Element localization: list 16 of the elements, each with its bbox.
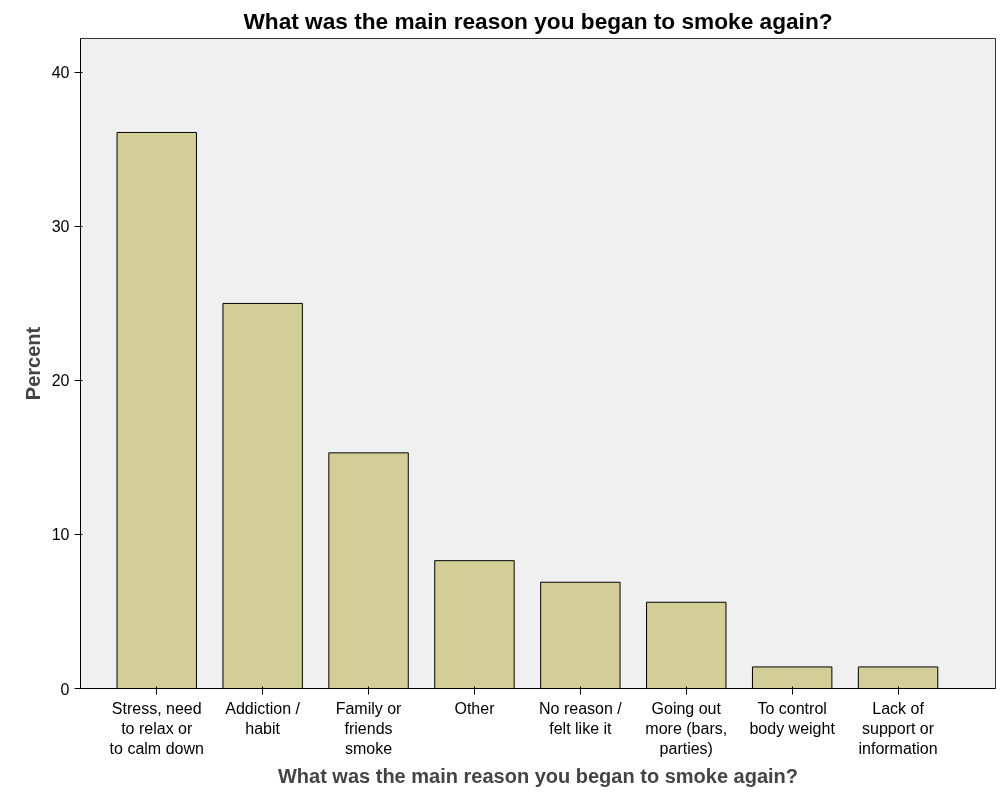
x-tick-label: Stress, need to relax or to calm down [109, 699, 204, 758]
y-tick-label: 0 [60, 680, 70, 698]
y-axis-title: Percent [21, 326, 44, 401]
y-tick-label: 30 [51, 218, 70, 236]
y-tick-label: 10 [51, 526, 70, 544]
x-tick-label: Other [454, 699, 496, 717]
x-tick-label: No reason / felt like it [539, 699, 623, 737]
x-tick-label: Addiction / habit [225, 699, 301, 737]
y-tick-label: 40 [51, 64, 70, 82]
x-tick-label: Family or friends smoke [335, 699, 403, 758]
y-tick-label: 20 [51, 372, 70, 390]
x-axis-title: What was the main reason you began to smoke again? [277, 765, 799, 788]
x-tick-label: Lack of support or information [858, 699, 938, 758]
x-tick-label: To control body weight [749, 699, 836, 737]
x-tick-label: Going out more (bars, parties) [645, 699, 728, 758]
chart-title: What was the main reason you began to smoke again? [243, 7, 833, 34]
